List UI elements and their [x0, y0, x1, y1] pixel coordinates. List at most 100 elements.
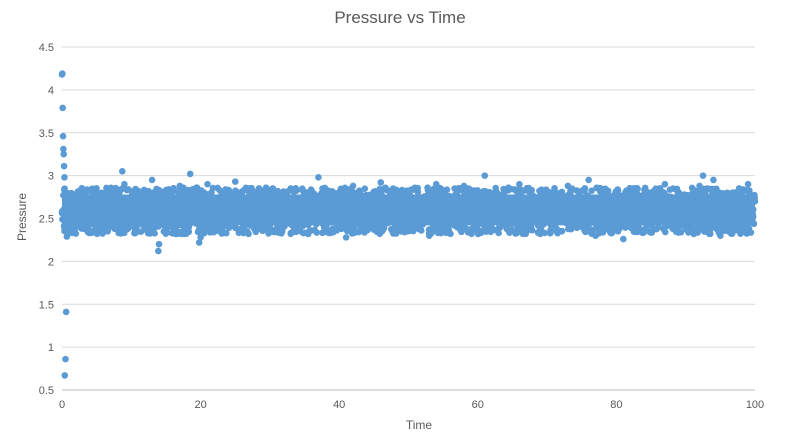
- data-point: [585, 176, 592, 184]
- data-point-dense: [677, 228, 685, 236]
- y-tick-label: 3: [48, 171, 54, 183]
- data-point-dense: [201, 224, 209, 231]
- data-point-dense: [728, 230, 736, 237]
- data-point-dense: [417, 227, 425, 234]
- data-point-dense: [117, 230, 125, 237]
- data-point-dense: [269, 228, 277, 235]
- data-point-dense: [614, 186, 621, 193]
- data-point: [620, 235, 627, 243]
- data-point-dense: [88, 185, 96, 192]
- data-point-dense: [573, 187, 581, 194]
- data-point-dense: [689, 224, 696, 232]
- data-point-dense: [525, 187, 532, 195]
- data-point-dense: [608, 228, 616, 236]
- y-tick-label: 0.5: [39, 385, 54, 397]
- data-point-dense: [222, 229, 230, 237]
- data-point-dense: [675, 189, 683, 196]
- data-point-dense: [735, 187, 742, 195]
- data-point-dense: [371, 187, 379, 195]
- x-tick-label: 80: [610, 399, 622, 411]
- data-point-dense: [388, 227, 396, 234]
- data-point-dense: [728, 223, 735, 231]
- data-point: [231, 178, 239, 185]
- data-point-dense: [232, 224, 239, 232]
- data-point-dense: [336, 189, 344, 196]
- data-point: [60, 145, 67, 153]
- data-point: [62, 355, 69, 363]
- data-point: [60, 150, 68, 158]
- data-point-dense: [650, 187, 657, 195]
- data-point-dense: [243, 227, 251, 235]
- data-point-dense: [382, 184, 389, 192]
- data-point-dense: [649, 226, 657, 233]
- data-point-dense: [142, 226, 149, 233]
- data-point-dense: [595, 184, 602, 192]
- data-point-dense: [465, 227, 472, 235]
- data-point-dense: [414, 184, 421, 192]
- data-point: [62, 308, 70, 316]
- data-point-dense: [505, 227, 513, 235]
- data-point: [699, 172, 707, 179]
- x-axis-title: Time: [405, 418, 433, 432]
- data-point-dense: [329, 225, 336, 233]
- data-point-dense: [744, 187, 751, 194]
- data-point-dense: [256, 186, 264, 194]
- data-point: [204, 180, 211, 188]
- data-point-dense: [274, 188, 281, 196]
- data-point: [186, 170, 194, 178]
- data-point: [63, 233, 71, 240]
- data-point: [118, 168, 126, 175]
- data-point-dense: [734, 226, 742, 234]
- data-point-dense: [278, 228, 286, 235]
- data-point-dense: [251, 225, 258, 233]
- data-point: [155, 247, 162, 255]
- data-point-dense: [162, 186, 170, 194]
- data-point-dense: [463, 189, 471, 196]
- y-tick-label: 3.5: [39, 128, 54, 140]
- data-point-dense: [343, 225, 351, 232]
- data-point: [60, 162, 68, 170]
- data-point-dense: [588, 187, 595, 195]
- data-point-dense: [355, 228, 363, 236]
- data-point-dense: [149, 223, 156, 231]
- data-point-dense: [78, 225, 85, 232]
- data-point-dense: [368, 223, 376, 231]
- data-point-dense: [398, 186, 406, 194]
- data-point: [59, 132, 67, 140]
- data-point-dense: [558, 227, 566, 235]
- data-point-dense: [118, 185, 125, 193]
- data-point-dense: [655, 224, 662, 231]
- data-point-dense: [321, 224, 328, 231]
- x-tick-label: 40: [333, 399, 345, 411]
- data-point-dense: [600, 225, 608, 232]
- data-point-dense: [627, 224, 635, 232]
- data-point: [481, 172, 489, 179]
- data-point-dense: [123, 225, 131, 233]
- data-point-dense: [478, 189, 485, 197]
- data-point-dense: [458, 228, 465, 236]
- data-point-dense: [639, 229, 647, 237]
- data-point-dense: [409, 223, 417, 231]
- data-point: [59, 70, 66, 77]
- x-tick-label: 100: [746, 399, 764, 411]
- data-point-dense: [287, 230, 295, 238]
- data-point-dense: [500, 189, 508, 196]
- data-point-dense: [656, 185, 664, 192]
- y-tick-label: 4.5: [39, 42, 54, 54]
- data-point-dense: [451, 185, 458, 192]
- data-point-dense: [541, 229, 548, 237]
- data-point-dense: [401, 228, 408, 236]
- y-tick-label: 1.5: [39, 299, 54, 311]
- data-point-dense: [579, 186, 587, 194]
- data-point-dense: [328, 187, 336, 195]
- data-point-dense: [93, 225, 101, 232]
- data-point-dense: [155, 186, 163, 194]
- data-point-dense: [535, 228, 543, 235]
- data-point-dense: [104, 225, 112, 232]
- data-point-dense: [193, 184, 200, 192]
- data-point-dense: [404, 188, 412, 196]
- data-point-dense: [235, 229, 243, 237]
- x-tick-label: 20: [194, 399, 206, 411]
- data-point-dense: [505, 184, 512, 191]
